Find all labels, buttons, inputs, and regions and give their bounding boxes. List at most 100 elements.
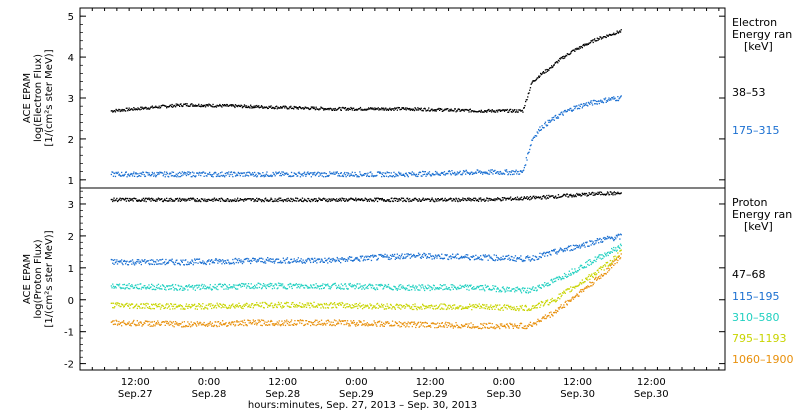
data-point <box>301 284 304 287</box>
data-point <box>545 71 547 73</box>
data-point <box>338 106 340 109</box>
data-point <box>437 108 439 110</box>
data-point <box>402 197 405 199</box>
data-point <box>376 171 379 173</box>
data-point <box>135 108 137 110</box>
data-point <box>466 109 468 111</box>
data-point <box>236 173 238 175</box>
data-point <box>157 263 159 265</box>
data-point <box>241 172 244 174</box>
data-point <box>165 200 167 202</box>
data-point <box>598 242 600 244</box>
data-point <box>148 173 151 176</box>
data-point <box>278 197 280 199</box>
data-point <box>376 108 379 110</box>
data-point <box>252 307 254 309</box>
data-point <box>133 263 135 265</box>
data-point <box>158 323 160 325</box>
data-point <box>258 107 261 109</box>
data-point <box>273 262 276 264</box>
data-point <box>406 108 409 110</box>
data-point <box>365 108 367 110</box>
data-point <box>589 260 592 263</box>
data-point <box>463 307 465 309</box>
data-point <box>227 307 229 309</box>
data-point <box>427 172 429 174</box>
data-point <box>262 200 265 202</box>
data-point <box>449 304 451 306</box>
data-point <box>510 173 512 176</box>
data-point <box>376 288 379 290</box>
data-point <box>466 256 468 258</box>
data-point <box>487 109 489 111</box>
data-point <box>549 121 551 123</box>
data-point <box>424 305 426 307</box>
data-point <box>118 304 120 307</box>
data-point <box>456 307 458 309</box>
data-point <box>161 172 163 174</box>
data-point <box>411 171 413 173</box>
data-point <box>254 304 256 306</box>
data-point <box>503 173 506 175</box>
data-point <box>440 198 442 200</box>
data-point <box>164 306 166 309</box>
data-point <box>196 325 198 327</box>
data-point <box>409 172 411 174</box>
data-point <box>553 116 555 119</box>
data-point <box>261 175 263 177</box>
data-point <box>443 257 446 259</box>
data-point <box>227 288 229 290</box>
data-point <box>326 175 328 177</box>
legend-entry: 795–1193 <box>732 332 787 345</box>
data-point <box>247 260 249 262</box>
data-point <box>453 110 455 112</box>
data-point <box>459 170 461 172</box>
data-point <box>596 238 598 240</box>
data-point <box>366 256 368 258</box>
data-point <box>559 196 561 198</box>
data-point <box>349 108 351 111</box>
data-point <box>435 173 437 175</box>
data-point <box>110 321 112 323</box>
data-point <box>198 199 201 201</box>
data-point <box>518 109 521 111</box>
data-point <box>522 111 524 113</box>
data-point <box>609 34 611 36</box>
data-point <box>228 104 231 107</box>
data-point <box>332 173 334 175</box>
data-point <box>243 258 246 261</box>
data-point <box>469 305 471 307</box>
data-point <box>615 192 617 194</box>
data-point <box>175 306 177 308</box>
data-point <box>364 284 366 286</box>
data-point <box>512 110 514 113</box>
data-point <box>370 175 373 177</box>
data-point <box>548 251 551 253</box>
data-point <box>530 198 532 200</box>
data-point <box>603 256 605 258</box>
data-point <box>157 197 160 199</box>
data-point <box>491 109 493 111</box>
data-point <box>600 268 603 271</box>
data-point <box>364 173 366 175</box>
data-point <box>594 100 596 102</box>
data-point <box>361 199 364 201</box>
data-point <box>152 284 154 287</box>
data-point <box>182 308 184 310</box>
data-point <box>397 256 399 258</box>
data-point <box>465 307 467 309</box>
data-point <box>427 109 429 111</box>
data-point <box>213 306 216 308</box>
data-point <box>431 258 433 260</box>
data-point <box>456 257 458 259</box>
data-point <box>538 302 540 304</box>
data-point <box>196 305 198 307</box>
data-point <box>331 303 334 305</box>
data-point <box>383 109 385 111</box>
data-point <box>336 307 338 309</box>
data-point <box>468 289 470 291</box>
data-point <box>198 103 200 105</box>
data-point <box>373 175 375 177</box>
data-point <box>179 264 181 266</box>
data-point <box>483 288 485 291</box>
